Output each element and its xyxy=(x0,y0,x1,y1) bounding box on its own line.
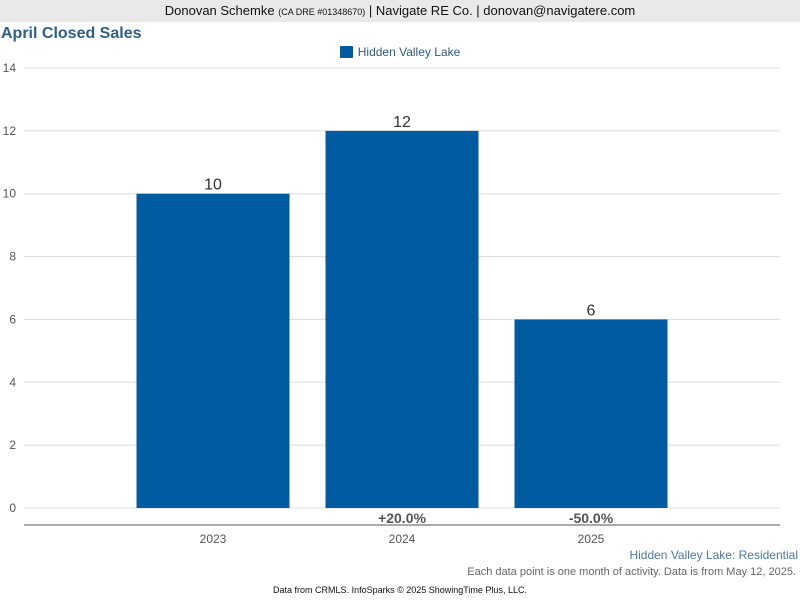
y-tick-label: 0 xyxy=(9,501,16,515)
y-tick-label: 2 xyxy=(9,438,16,452)
x-tick-label: 2024 xyxy=(389,532,416,546)
agent-company-email: | Navigate RE Co. | donovan@navigatere.c… xyxy=(368,3,636,18)
bar xyxy=(514,319,668,508)
legend-label: Hidden Valley Lake xyxy=(357,45,461,59)
y-tick-label: 8 xyxy=(9,250,16,264)
y-tick-label: 4 xyxy=(9,375,16,389)
agent-license: (CA DRE #01348670) xyxy=(278,7,366,17)
x-tick-label: 2025 xyxy=(578,532,605,546)
y-tick-label: 10 xyxy=(3,187,17,201)
bar-value-label: 12 xyxy=(393,114,411,131)
chart-subtitle: Hidden Valley Lake: Residential xyxy=(629,548,798,562)
bar xyxy=(325,130,479,508)
header-bar: Donovan Schemke (CA DRE #01348670) | Nav… xyxy=(0,0,800,22)
y-tick-label: 14 xyxy=(3,61,17,75)
bar xyxy=(136,193,290,508)
bar-value-label: 6 xyxy=(587,302,596,319)
bar-value-label: 10 xyxy=(204,177,222,194)
change-label: +20.0% xyxy=(378,510,426,526)
data-note: Each data point is one month of activity… xyxy=(467,566,796,578)
chart-title: April Closed Sales xyxy=(1,25,142,42)
chart-legend[interactable]: Hidden Valley Lake xyxy=(0,45,800,59)
agent-name: Donovan Schemke xyxy=(164,3,275,18)
data-credit: Data from CRMLS. InfoSparks © 2025 Showi… xyxy=(273,585,527,595)
x-tick-label: 2023 xyxy=(200,532,227,546)
y-tick-label: 6 xyxy=(9,312,16,326)
legend-swatch xyxy=(339,46,353,58)
change-label: -50.0% xyxy=(569,510,614,526)
y-tick-label: 12 xyxy=(3,124,17,138)
